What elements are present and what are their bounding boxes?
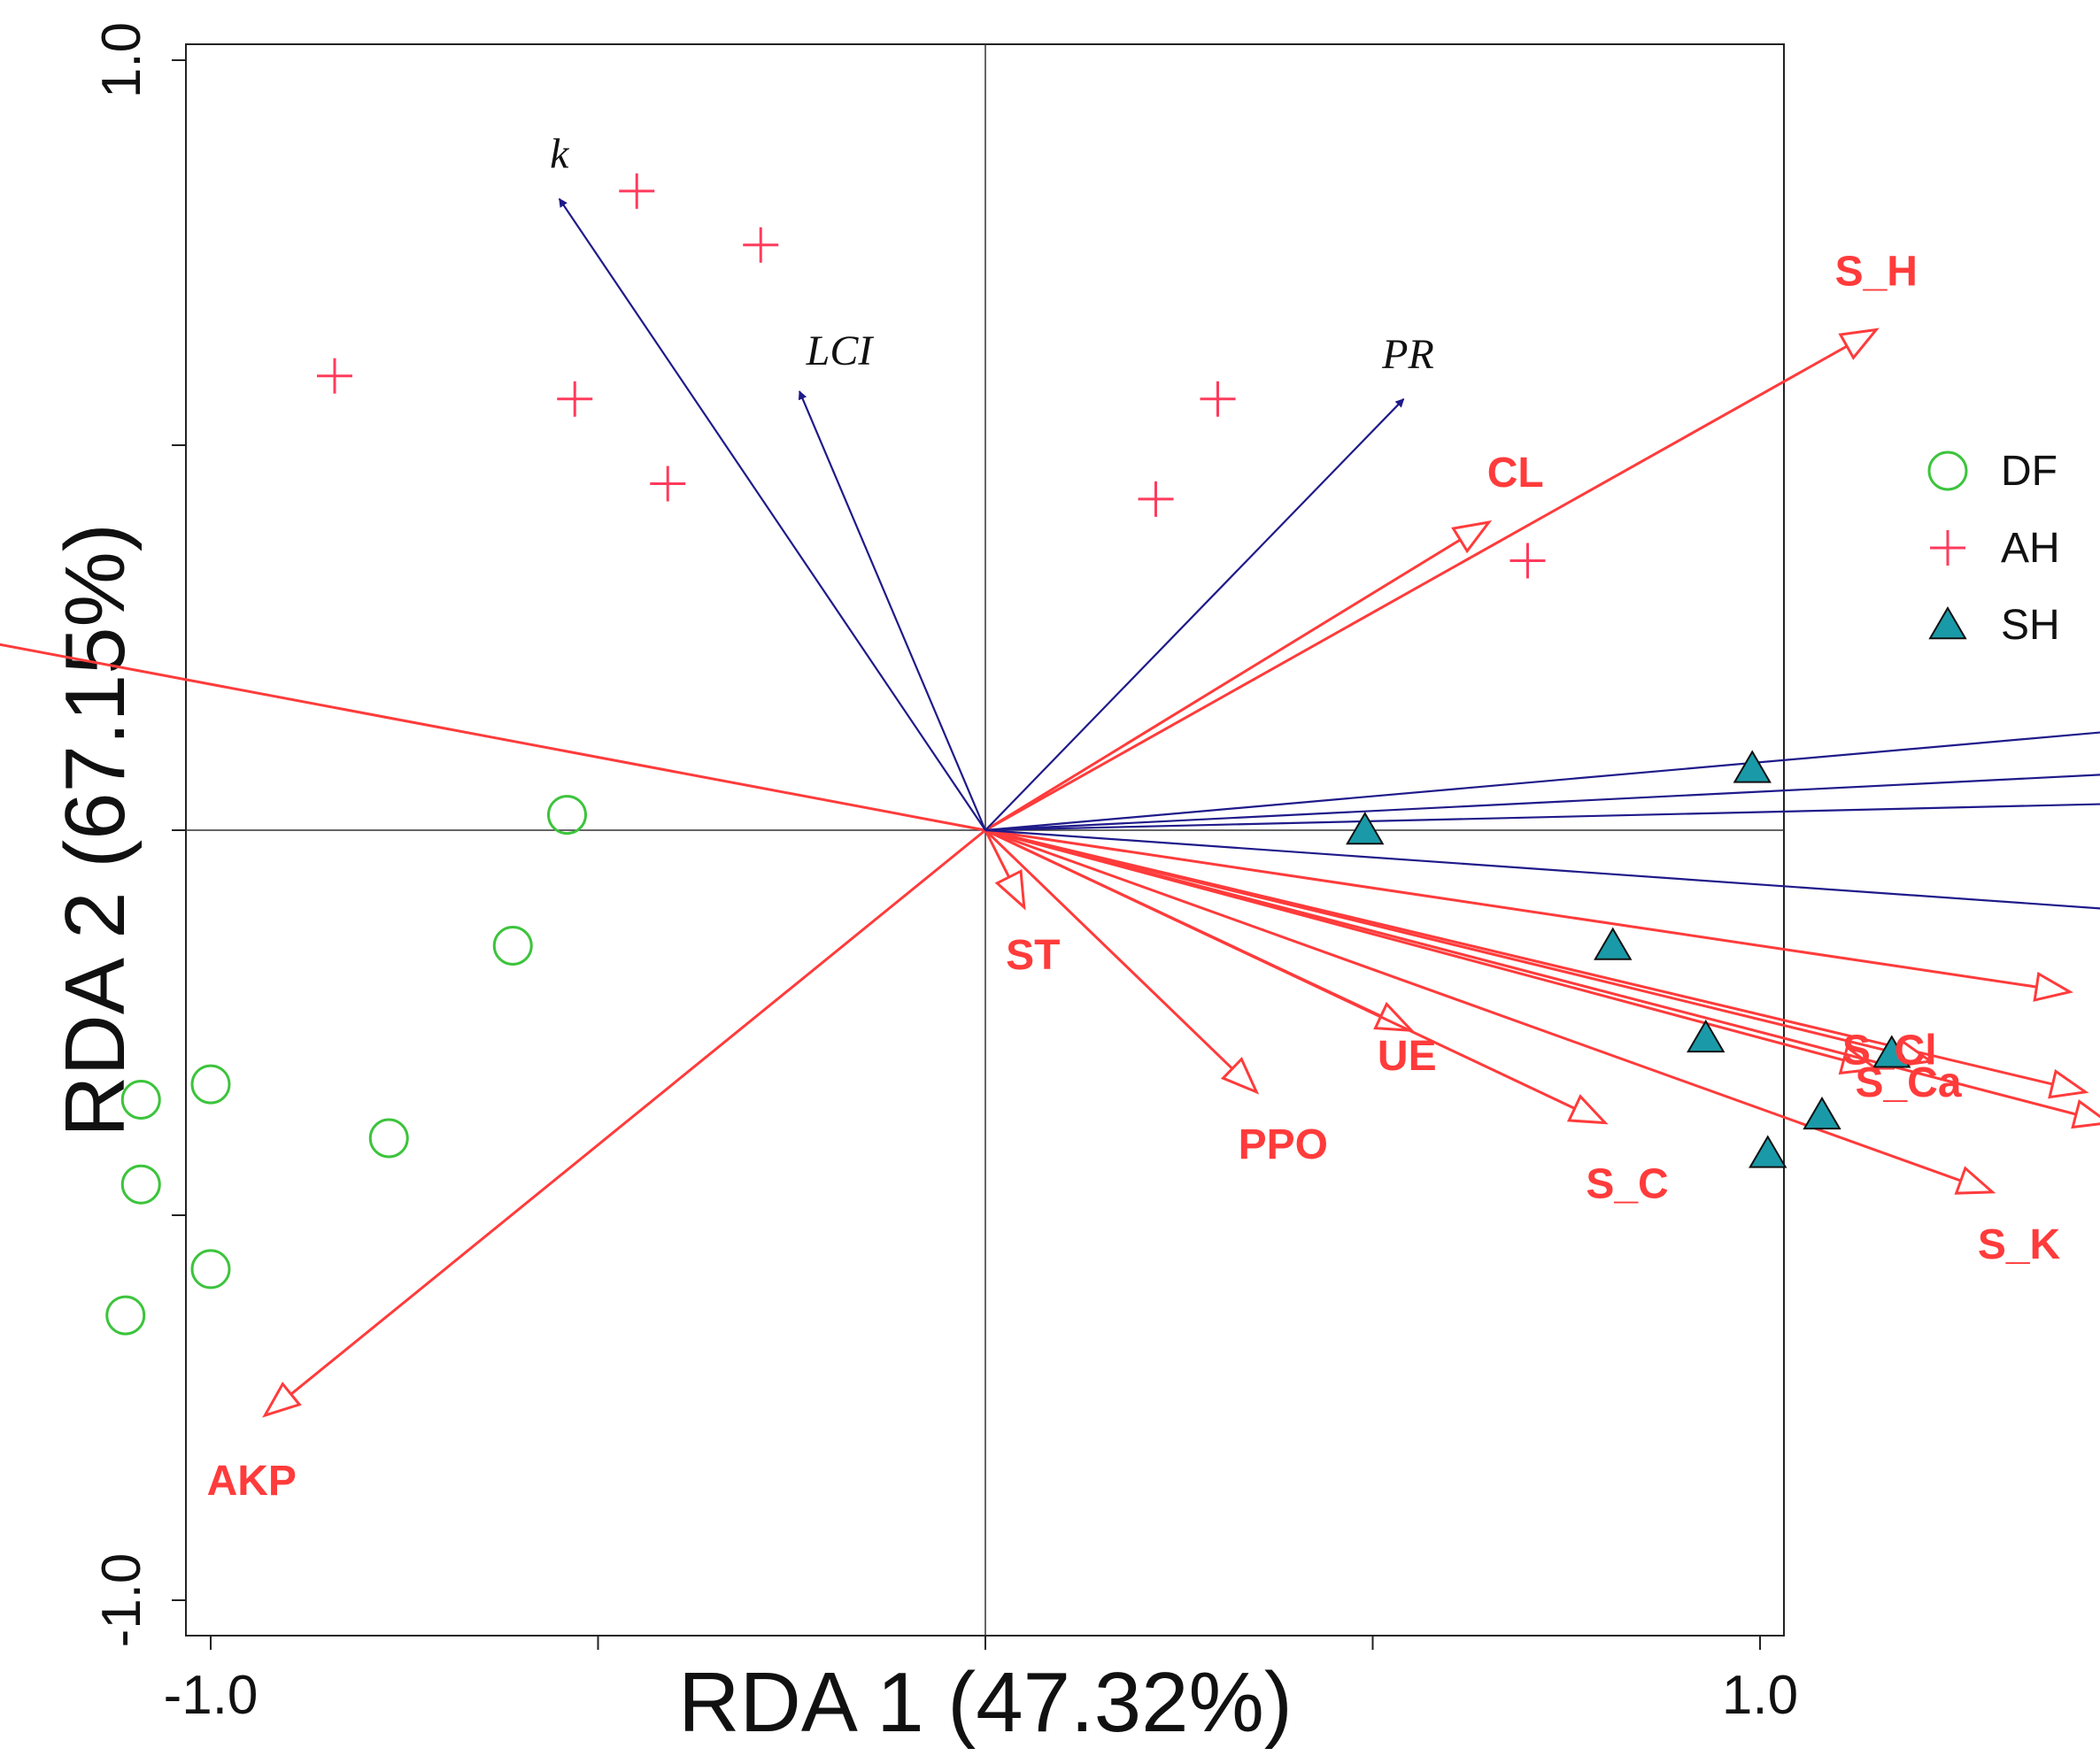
point-ah-6 [1138, 481, 1174, 517]
response-arrow-cer [984, 828, 2100, 910]
env-arrow-s_k [984, 828, 1994, 1194]
env-arrowhead-cl [1451, 520, 1493, 554]
env-label-s_k: S_K [1978, 1221, 2061, 1268]
point-ah-7 [1509, 543, 1546, 579]
point-df-2 [368, 1118, 409, 1159]
env-label-s_c: S_C [1586, 1161, 1668, 1208]
env-label-cl: CL [1487, 450, 1544, 497]
env-label-ppo: PPO [1239, 1121, 1328, 1168]
env-arrowhead-ts [2071, 1098, 2100, 1129]
env-arrowhead-ppo [1220, 1056, 1260, 1095]
point-sh-1 [1346, 812, 1385, 845]
response-arrow-cr [984, 774, 2100, 832]
response-label-lci: LCI [806, 327, 875, 374]
response-arrow-k [558, 197, 986, 831]
legend-label-sh: SH [2001, 602, 2060, 649]
point-sh-2 [1594, 927, 1633, 960]
env-arrowhead-s_h [1838, 327, 1880, 360]
point-sh-0 [1733, 750, 1772, 783]
env-arrow-cl [984, 520, 1490, 832]
point-df-4 [190, 1064, 231, 1105]
env-arrowhead-akp [262, 1381, 302, 1418]
point-ah-2 [317, 358, 352, 394]
env-arrow-s_h [984, 328, 1877, 832]
response-label-k: k [550, 131, 570, 178]
point-df-6 [190, 1249, 231, 1290]
legend-label-ah: AH [2001, 525, 2060, 572]
env-label-s_cl: S_Cl [1842, 1028, 1937, 1074]
point-ah-4 [650, 466, 686, 502]
point-ah-1 [743, 227, 779, 263]
env-arrow-akp [264, 828, 986, 1417]
point-ah-5 [1200, 381, 1236, 417]
point-sh-4 [1687, 1019, 1726, 1053]
y-tick-label: -1.0 [91, 1553, 152, 1648]
y-axis-title: RDA 2 (67.15%) [48, 523, 143, 1137]
point-sh-7 [1749, 1135, 1787, 1168]
point-df-5 [120, 1164, 161, 1205]
response-label-pr: PR [1381, 331, 1434, 378]
legend-marker-ah [1930, 530, 1965, 566]
response-arrow-ligr [984, 803, 2100, 832]
env-arrowhead-s_na [2048, 1068, 2089, 1099]
legend-marker-df [1927, 451, 1968, 491]
env-arrow-ts [984, 828, 2100, 1122]
x-tick-label: 1.0 [1722, 1665, 1798, 1726]
env-label-akp: AKP [207, 1458, 297, 1505]
x-axis-title: RDA 1 (47.32%) [678, 1655, 1293, 1750]
response-arrow-pr [984, 398, 1405, 831]
response-arrow-lci [798, 390, 987, 831]
y-tick-label: 1.0 [91, 22, 152, 98]
point-df-7 [105, 1295, 146, 1336]
env-arrowhead-s_c [1566, 1094, 1609, 1125]
env-arrowhead-s_k [1954, 1166, 1996, 1195]
response-arrow-nr [984, 731, 2100, 832]
point-ah-0 [619, 173, 655, 209]
point-sh-6 [1803, 1096, 1841, 1130]
legend-label-df: DF [2001, 448, 2058, 495]
env-arrow-ppo [984, 828, 1258, 1093]
env-label-s_ca: S_Ca [1855, 1059, 1961, 1106]
point-df-0 [547, 795, 587, 836]
env-arrow-s_c [984, 828, 1606, 1124]
point-ah-3 [557, 381, 593, 417]
legend-marker-sh [1928, 606, 1967, 640]
env-arrow-cat [0, 643, 986, 832]
env-arrowhead-s_mg [2033, 971, 2074, 1002]
env-label-st: ST [1006, 932, 1060, 979]
point-sh-5 [1872, 1035, 1911, 1068]
env-arrowhead-st [994, 868, 1026, 911]
env-label-ue: UE [1378, 1033, 1437, 1080]
x-tick-label: -1.0 [164, 1665, 259, 1726]
env-label-s_h: S_H [1835, 249, 1918, 296]
env-arrow-s_ca [984, 828, 1931, 1063]
env-arrow-s_mg [984, 828, 2071, 994]
point-df-1 [492, 926, 533, 966]
point-df-3 [120, 1080, 161, 1120]
